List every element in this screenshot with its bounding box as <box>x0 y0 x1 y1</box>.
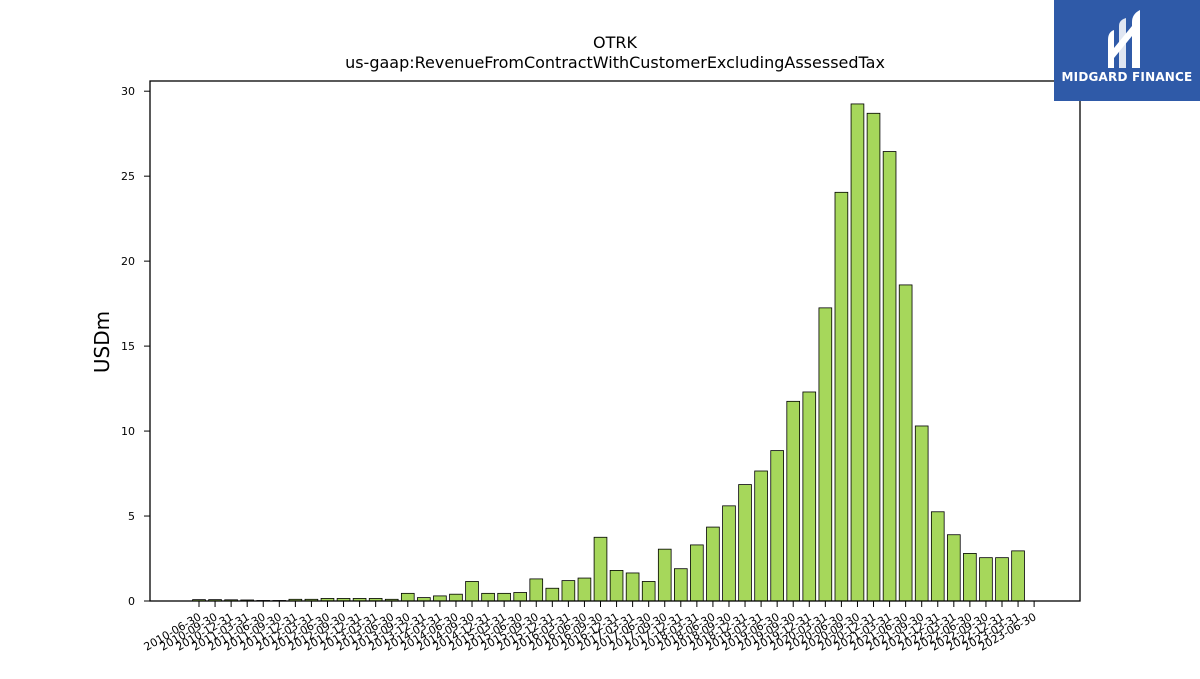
chart-subtitle: us-gaap:RevenueFromContractWithCustomerE… <box>345 53 885 72</box>
bar-2014-09-30 <box>465 581 479 602</box>
bar-2016-06-30 <box>577 577 592 602</box>
bar-2021-06-30 <box>898 284 913 602</box>
y-axis-label: USDm <box>90 311 114 373</box>
bar-2020-09-30 <box>850 103 865 602</box>
y-tick-label: 25 <box>121 170 135 183</box>
bar-2023-03-31 <box>1011 550 1025 602</box>
bar-2015-12-31 <box>545 587 560 602</box>
bar-2017-09-30 <box>657 548 672 602</box>
y-tick-label: 30 <box>121 85 135 98</box>
plot-frame <box>149 80 1081 602</box>
midgard-finance-logo: MIDGARD FINANCE <box>1054 0 1200 101</box>
y-tick-label: 20 <box>121 255 135 268</box>
bar-2016-12-31 <box>609 570 624 602</box>
logo-text: MIDGARD FINANCE <box>1061 70 1193 84</box>
bar-2022-09-30 <box>979 557 993 602</box>
bar-2016-03-31 <box>561 580 576 602</box>
x-axis-ticks: 2010-06-302010-09-302010-12-312011-03-31… <box>142 601 1039 654</box>
bar-2019-03-31 <box>754 470 768 602</box>
chart-title: OTRK <box>593 33 637 52</box>
bar-2021-09-30 <box>914 425 929 602</box>
bar-2022-06-30 <box>963 553 977 602</box>
bar-2013-09-30 <box>400 592 415 602</box>
y-tick-label: 0 <box>128 595 135 608</box>
bar-2018-03-31 <box>690 544 704 602</box>
bar-2020-03-31 <box>818 307 833 602</box>
bar-2014-03-31 <box>433 595 447 602</box>
bar-2020-12-31 <box>866 112 881 602</box>
bars-group <box>192 103 1025 602</box>
y-axis-ticks: 0 5 10 15 20 25 30 <box>121 85 150 608</box>
bar-2018-09-30 <box>722 505 736 602</box>
bar-2015-09-30 <box>529 578 544 602</box>
bar-2021-12-31 <box>930 511 945 602</box>
y-tick-label: 10 <box>121 425 135 438</box>
bar-2015-03-31 <box>497 592 511 602</box>
bar-2019-12-31 <box>802 391 817 602</box>
bar-2017-03-31 <box>625 572 640 602</box>
bar-2014-12-31 <box>481 592 495 602</box>
bar-2014-06-30 <box>449 593 463 602</box>
bar-2022-03-31 <box>947 534 961 602</box>
y-tick-label: 15 <box>121 340 135 353</box>
bar-2021-03-31 <box>882 151 897 602</box>
bar-2020-06-30 <box>834 191 849 602</box>
bar-2019-09-30 <box>786 400 801 602</box>
bar-2019-06-30 <box>770 450 784 602</box>
y-tick-label: 5 <box>128 510 135 523</box>
bar-2017-06-30 <box>641 581 656 602</box>
midgard-finance-logo-icon <box>1108 10 1140 68</box>
bar-2017-12-31 <box>674 568 688 602</box>
bar-2018-12-31 <box>738 484 752 602</box>
bar-2018-06-30 <box>706 526 720 602</box>
bar-2016-09-30 <box>593 536 608 602</box>
bar-2015-06-30 <box>513 592 527 602</box>
bar-2022-12-31 <box>995 557 1009 602</box>
